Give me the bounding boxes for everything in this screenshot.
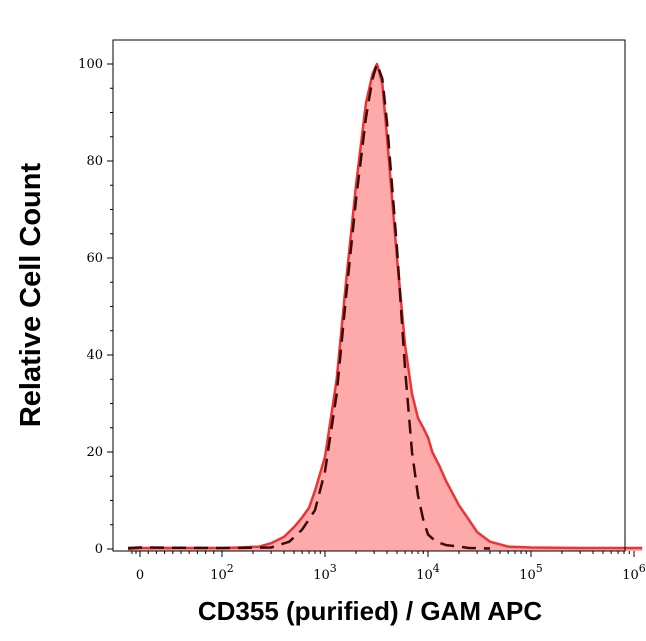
plot-frame: [112, 39, 626, 552]
x-axis-label: CD355 (purified) / GAM APC: [198, 596, 543, 626]
y-tick-label: 100: [78, 57, 103, 72]
axis-layer: 0 20 40 60 80 100 0 102 103 104 105 106: [78, 57, 646, 583]
control-histogram-line: [127, 62, 491, 550]
y-tick-label: 80: [86, 154, 103, 169]
x-tick-label: 106: [622, 562, 646, 583]
x-tick-label: 102: [210, 562, 234, 583]
y-tick-label: 40: [86, 348, 103, 363]
y-tick-label: 0: [95, 542, 103, 557]
y-axis-label: Relative Cell Count: [15, 163, 47, 428]
x-tick-label: 0: [136, 568, 144, 583]
sample-histogram-line: [127, 62, 643, 551]
x-tick-label: 105: [519, 562, 543, 583]
y-tick-label: 60: [86, 251, 103, 266]
x-tick-label: 103: [313, 562, 337, 583]
x-tick-label: 104: [416, 562, 440, 583]
sample-fill-area: [128, 64, 643, 551]
y-tick-label: 20: [86, 445, 103, 460]
series-layer: [127, 62, 643, 551]
